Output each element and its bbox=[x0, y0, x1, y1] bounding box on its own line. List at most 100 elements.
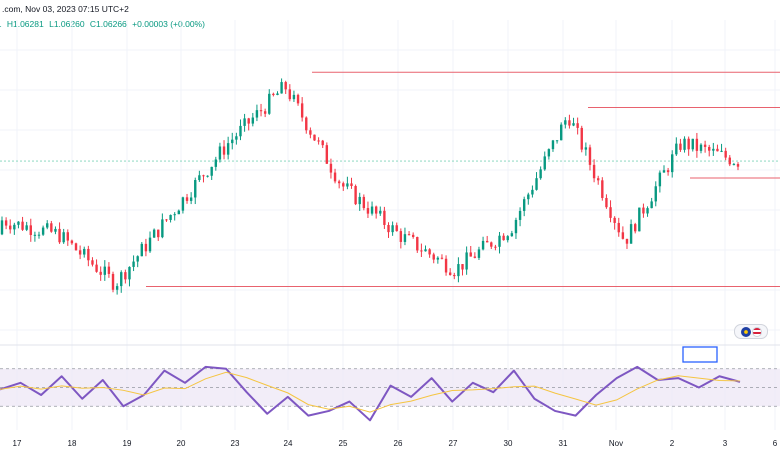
candle-body bbox=[103, 266, 106, 275]
eu-flag-icon bbox=[740, 326, 751, 337]
candle-body bbox=[646, 208, 649, 214]
candle-body bbox=[522, 199, 526, 211]
candle-body bbox=[531, 189, 534, 195]
x-axis-label: 20 bbox=[177, 439, 186, 448]
candle-body bbox=[206, 175, 209, 177]
candle-body bbox=[436, 257, 440, 260]
candle-body bbox=[83, 248, 86, 255]
candle-body bbox=[54, 228, 57, 232]
candle-body bbox=[461, 264, 464, 270]
candle-body bbox=[416, 237, 419, 251]
x-axis-label: 26 bbox=[394, 439, 403, 448]
candle-body bbox=[13, 224, 16, 230]
candle-body bbox=[440, 257, 444, 259]
candle-body bbox=[87, 248, 90, 261]
candle-body bbox=[333, 172, 337, 182]
candle-body bbox=[605, 197, 608, 208]
candle-body bbox=[613, 217, 616, 223]
candle-body bbox=[46, 223, 49, 228]
chart-header: .com, Nov 03, 2023 07:15 UTC+2 61 H1.062… bbox=[0, 0, 780, 34]
candle-body bbox=[231, 139, 234, 144]
candle-body bbox=[564, 120, 567, 125]
candle-body bbox=[642, 207, 645, 214]
candle-body bbox=[239, 125, 242, 137]
candle-body bbox=[235, 136, 238, 140]
candle-body bbox=[132, 261, 135, 267]
candle-body bbox=[502, 235, 505, 241]
candle-body bbox=[350, 183, 353, 186]
candle-body bbox=[58, 228, 61, 243]
candle-body bbox=[650, 201, 653, 209]
candle-body bbox=[148, 237, 152, 252]
ohlc-readout: 61 H1.06281 L1.06260 C1.06266 +0.00003 (… bbox=[0, 19, 208, 29]
candle-body bbox=[699, 144, 703, 151]
candle-body bbox=[576, 123, 579, 128]
candle-body bbox=[654, 186, 657, 202]
candle-body bbox=[95, 264, 98, 272]
x-axis-label: 27 bbox=[449, 439, 458, 448]
candle-body bbox=[708, 146, 711, 151]
x-axis-label: 19 bbox=[123, 439, 132, 448]
candle-body bbox=[662, 170, 666, 173]
candle-body bbox=[448, 272, 452, 275]
candle-body bbox=[629, 224, 633, 244]
candle-body bbox=[679, 143, 682, 150]
candle-body bbox=[111, 273, 115, 290]
candle-body bbox=[33, 234, 37, 236]
candle-body bbox=[152, 229, 156, 238]
candle-body bbox=[420, 250, 423, 252]
candle-body bbox=[592, 164, 596, 179]
candle-body bbox=[317, 140, 320, 142]
candle-body bbox=[70, 240, 74, 244]
candle-body bbox=[366, 208, 370, 214]
candle-body bbox=[263, 111, 267, 114]
candle-body bbox=[4, 220, 8, 226]
candle-body bbox=[387, 224, 390, 233]
rsi-line bbox=[0, 365, 741, 422]
candle-body bbox=[29, 225, 32, 235]
candle-body bbox=[601, 180, 604, 198]
candle-body bbox=[329, 163, 333, 173]
candle-body bbox=[424, 249, 427, 252]
candle-body bbox=[337, 181, 341, 184]
candle-body bbox=[728, 157, 731, 165]
candle-body bbox=[144, 243, 148, 252]
symbol-pill[interactable] bbox=[734, 324, 768, 339]
candle-body bbox=[465, 252, 468, 270]
candle-body bbox=[399, 231, 403, 242]
candle-body bbox=[457, 264, 460, 277]
ohlc-change: +0.00003 (+0.00%) bbox=[132, 19, 205, 29]
candle-body bbox=[284, 82, 287, 90]
candle-body bbox=[173, 214, 176, 216]
us-flag-icon bbox=[751, 326, 762, 337]
candle-body bbox=[292, 94, 296, 100]
candle-body bbox=[675, 143, 678, 155]
candle-body bbox=[559, 124, 563, 141]
candle-body bbox=[198, 175, 201, 181]
candle-body bbox=[580, 127, 583, 150]
candle-body bbox=[194, 180, 197, 198]
candle-body bbox=[115, 286, 119, 290]
candle-body bbox=[136, 256, 139, 262]
candle-body bbox=[469, 252, 472, 257]
candle-body bbox=[0, 220, 4, 235]
candle-body bbox=[25, 225, 28, 230]
candle-body bbox=[181, 197, 185, 211]
candle-body bbox=[169, 214, 172, 220]
candle-body bbox=[78, 250, 82, 255]
candle-body bbox=[120, 272, 123, 287]
candle-body bbox=[720, 150, 723, 152]
candle-body bbox=[124, 272, 127, 280]
candle-body bbox=[572, 123, 575, 126]
ohlc-open: 61 bbox=[0, 19, 1, 29]
candle-body bbox=[243, 118, 246, 126]
candle-body bbox=[157, 229, 160, 238]
candle-body bbox=[490, 242, 493, 247]
candle-body bbox=[494, 246, 497, 248]
candle-body bbox=[9, 225, 12, 230]
candle-body bbox=[358, 196, 361, 205]
candle-body bbox=[527, 194, 530, 200]
candle-body bbox=[444, 258, 448, 273]
candle-body bbox=[617, 222, 620, 233]
